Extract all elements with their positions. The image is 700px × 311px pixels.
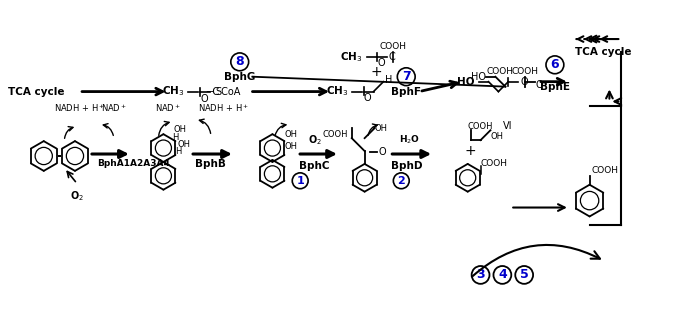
Text: COOH: COOH — [512, 67, 539, 76]
Text: +: + — [465, 144, 477, 158]
Text: OH: OH — [491, 132, 503, 141]
Text: BphA1A2A3A4: BphA1A2A3A4 — [97, 160, 170, 169]
Text: NAD$^+$: NAD$^+$ — [155, 103, 181, 114]
Text: CH$_3$: CH$_3$ — [326, 85, 348, 99]
Text: H: H — [175, 146, 182, 156]
Text: 3: 3 — [476, 268, 485, 281]
Text: BphG: BphG — [224, 72, 256, 82]
Text: O: O — [520, 77, 528, 87]
Text: NADH + H$^+$: NADH + H$^+$ — [198, 103, 249, 114]
Text: 8: 8 — [235, 55, 244, 68]
Text: COOH: COOH — [592, 166, 619, 175]
Text: COOH: COOH — [468, 122, 493, 131]
Text: VI: VI — [503, 121, 513, 131]
Text: NAD$^+$: NAD$^+$ — [101, 103, 127, 114]
Text: CH$_3$: CH$_3$ — [162, 85, 185, 99]
Text: O: O — [200, 94, 208, 104]
Text: 1: 1 — [296, 176, 304, 186]
Text: O$_2$: O$_2$ — [308, 133, 322, 147]
Text: TCA cycle: TCA cycle — [575, 47, 631, 57]
Text: OH: OH — [374, 124, 388, 133]
Text: COOH: COOH — [322, 130, 348, 139]
Text: SCoA: SCoA — [215, 86, 241, 97]
Text: COOH: COOH — [481, 160, 508, 169]
Text: HO: HO — [470, 72, 486, 82]
Text: O: O — [379, 147, 386, 157]
Text: BphC: BphC — [299, 161, 330, 171]
Text: BphD: BphD — [391, 161, 423, 171]
Text: 2: 2 — [398, 176, 405, 186]
Text: CH$_3$: CH$_3$ — [340, 50, 363, 64]
Text: H: H — [386, 75, 393, 85]
Text: O: O — [535, 80, 542, 90]
Text: NADH + H$^+$: NADH + H$^+$ — [55, 103, 106, 114]
Text: H: H — [172, 133, 178, 142]
Text: +: + — [371, 65, 382, 79]
Text: O: O — [377, 58, 385, 68]
Text: 4: 4 — [498, 268, 507, 281]
Text: O$_2$: O$_2$ — [70, 189, 84, 202]
Text: ─C: ─C — [206, 86, 220, 97]
Text: C: C — [389, 52, 395, 62]
Text: 7: 7 — [402, 70, 411, 83]
Text: HO: HO — [457, 77, 475, 87]
Text: 6: 6 — [551, 58, 559, 71]
Text: BphE: BphE — [540, 81, 570, 92]
Text: 5: 5 — [520, 268, 528, 281]
Text: OH: OH — [284, 130, 298, 139]
Text: TCA cycle: TCA cycle — [8, 86, 65, 97]
Text: BphF: BphF — [391, 86, 421, 97]
Text: O: O — [364, 93, 372, 103]
Text: COOH: COOH — [487, 67, 514, 76]
Text: COOH: COOH — [380, 43, 407, 52]
Text: OH: OH — [174, 125, 186, 134]
Text: OH: OH — [177, 140, 190, 149]
Text: OH: OH — [284, 142, 298, 151]
Text: H$_2$O: H$_2$O — [398, 134, 420, 146]
Text: BphB: BphB — [195, 159, 226, 169]
